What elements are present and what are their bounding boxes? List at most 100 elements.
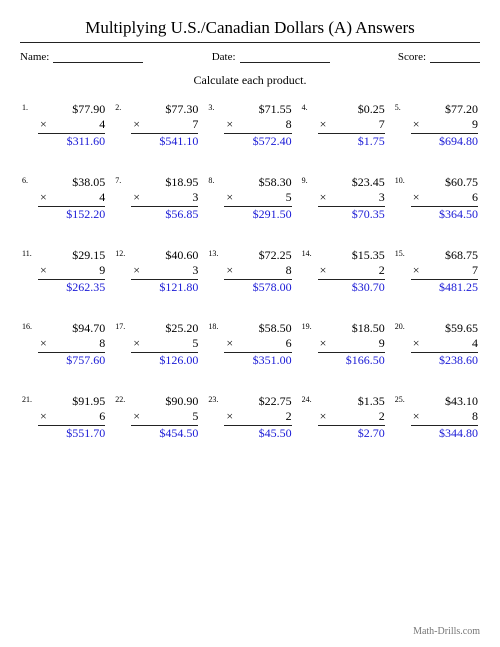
answer: $291.50	[224, 207, 291, 222]
times-icon: ×	[413, 409, 420, 424]
multiplicand: $71.55	[224, 102, 291, 117]
problem-number: 1.	[22, 102, 34, 149]
multiplier-row: ×2	[318, 263, 385, 278]
problem: 9.$23.45×3$70.35	[302, 175, 385, 222]
multiplicand: $18.95	[131, 175, 198, 190]
problem: 11.$29.15×9$262.35	[22, 248, 105, 295]
answer: $56.85	[131, 207, 198, 222]
problem-number: 17.	[115, 321, 127, 368]
multiplier: 8	[472, 409, 478, 423]
answer: $454.50	[131, 426, 198, 441]
problem: 8.$58.30×5$291.50	[208, 175, 291, 222]
problem: 3.$71.55×8$572.40	[208, 102, 291, 149]
multiplier-row: ×3	[318, 190, 385, 205]
times-icon: ×	[133, 336, 140, 351]
multiplier: 4	[99, 117, 105, 131]
problem-stack: $91.95×6$551.70	[38, 394, 105, 441]
problem-stack: $59.65×4$238.60	[411, 321, 478, 368]
answer: $541.10	[131, 134, 198, 149]
multiplier-row: ×3	[131, 263, 198, 278]
problem-number: 3.	[208, 102, 220, 149]
multiplier-row: ×2	[318, 409, 385, 424]
multiplier-row: ×7	[318, 117, 385, 132]
score-blank[interactable]	[430, 51, 480, 63]
answer: $481.25	[411, 280, 478, 295]
multiplier-row: ×8	[411, 409, 478, 424]
multiplier: 9	[99, 263, 105, 277]
multiplier-row: ×6	[38, 409, 105, 424]
multiplicand: $38.05	[38, 175, 105, 190]
multiplier: 7	[379, 117, 385, 131]
problem-stack: $29.15×9$262.35	[38, 248, 105, 295]
multiplicand: $77.20	[411, 102, 478, 117]
multiplicand: $60.75	[411, 175, 478, 190]
multiplier: 8	[286, 263, 292, 277]
times-icon: ×	[413, 263, 420, 278]
times-icon: ×	[133, 190, 140, 205]
multiplier-row: ×9	[318, 336, 385, 351]
problem: 21.$91.95×6$551.70	[22, 394, 105, 441]
answer: $344.80	[411, 426, 478, 441]
problem-number: 6.	[22, 175, 34, 222]
times-icon: ×	[40, 190, 47, 205]
problem: 10.$60.75×6$364.50	[395, 175, 478, 222]
times-icon: ×	[320, 336, 327, 351]
multiplicand: $77.30	[131, 102, 198, 117]
name-blank[interactable]	[53, 51, 143, 63]
multiplier-row: ×9	[38, 263, 105, 278]
multiplier: 7	[472, 263, 478, 277]
page-title: Multiplying U.S./Canadian Dollars (A) An…	[20, 18, 480, 38]
problem-stack: $60.75×6$364.50	[411, 175, 478, 222]
multiplier-row: ×4	[38, 117, 105, 132]
date-field: Date:	[212, 51, 330, 63]
multiplier-row: ×9	[411, 117, 478, 132]
multiplier: 4	[99, 190, 105, 204]
problem: 19.$18.50×9$166.50	[302, 321, 385, 368]
multiplier: 6	[286, 336, 292, 350]
answer: $572.40	[224, 134, 291, 149]
problem-stack: $94.70×8$757.60	[38, 321, 105, 368]
multiplicand: $0.25	[318, 102, 385, 117]
multiplier: 5	[286, 190, 292, 204]
multiplier: 9	[379, 336, 385, 350]
times-icon: ×	[40, 409, 47, 424]
multiplier-row: ×6	[224, 336, 291, 351]
instruction: Calculate each product.	[20, 73, 480, 88]
problem-number: 25.	[395, 394, 407, 441]
multiplier: 3	[192, 190, 198, 204]
times-icon: ×	[40, 336, 47, 351]
problem-number: 15.	[395, 248, 407, 295]
multiplier: 9	[472, 117, 478, 131]
answer: $757.60	[38, 353, 105, 368]
multiplicand: $18.50	[318, 321, 385, 336]
multiplicand: $59.65	[411, 321, 478, 336]
problem-stack: $0.25×7$1.75	[318, 102, 385, 149]
meta-row: Name: Date: Score:	[20, 51, 480, 63]
problem: 2.$77.30×7$541.10	[115, 102, 198, 149]
times-icon: ×	[40, 117, 47, 132]
multiplier-row: ×4	[411, 336, 478, 351]
multiplicand: $77.90	[38, 102, 105, 117]
times-icon: ×	[226, 117, 233, 132]
multiplier-row: ×8	[38, 336, 105, 351]
problem: 17.$25.20×5$126.00	[115, 321, 198, 368]
problem: 4.$0.25×7$1.75	[302, 102, 385, 149]
problem-stack: $72.25×8$578.00	[224, 248, 291, 295]
times-icon: ×	[226, 190, 233, 205]
problem-number: 19.	[302, 321, 314, 368]
problem: 6.$38.05×4$152.20	[22, 175, 105, 222]
problem-stack: $58.50×6$351.00	[224, 321, 291, 368]
problem-number: 11.	[22, 248, 34, 295]
multiplicand: $68.75	[411, 248, 478, 263]
times-icon: ×	[413, 117, 420, 132]
multiplicand: $1.35	[318, 394, 385, 409]
times-icon: ×	[40, 263, 47, 278]
multiplicand: $29.15	[38, 248, 105, 263]
multiplier-row: ×8	[224, 263, 291, 278]
problem: 14.$15.35×2$30.70	[302, 248, 385, 295]
answer: $311.60	[38, 134, 105, 149]
problem-grid: 1.$77.90×4$311.602.$77.30×7$541.103.$71.…	[20, 102, 480, 441]
date-blank[interactable]	[240, 51, 330, 63]
problem-stack: $40.60×3$121.80	[131, 248, 198, 295]
problem: 22.$90.90×5$454.50	[115, 394, 198, 441]
